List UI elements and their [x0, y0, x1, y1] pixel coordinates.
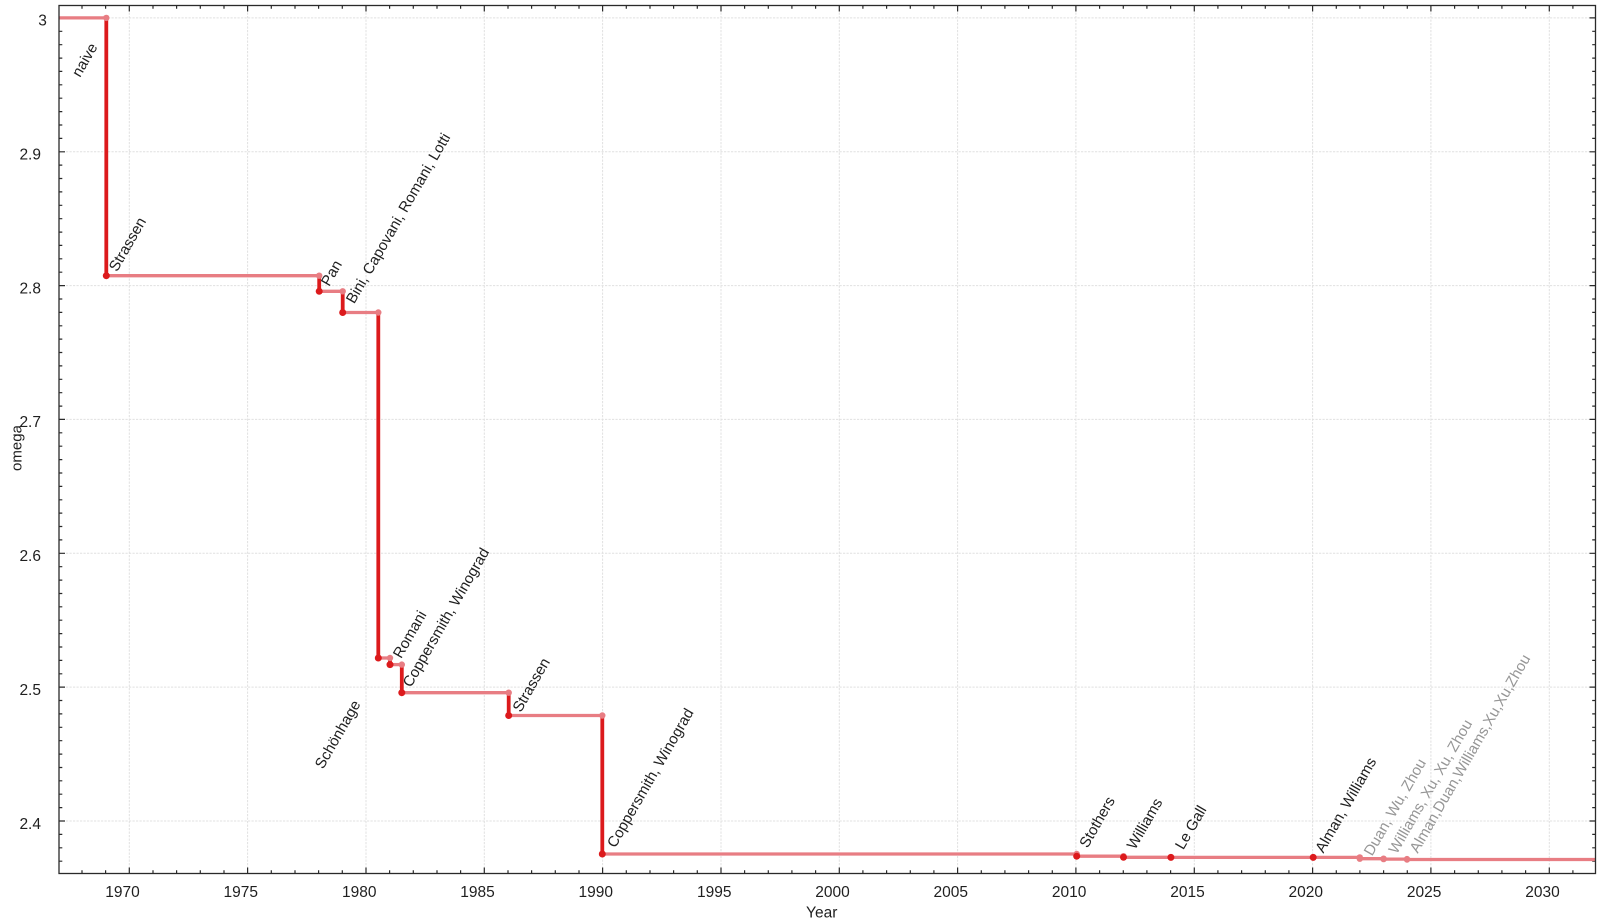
- svg-text:1990: 1990: [579, 884, 614, 901]
- svg-text:2030: 2030: [1525, 884, 1560, 901]
- svg-text:2015: 2015: [1170, 884, 1204, 901]
- svg-text:2025: 2025: [1407, 884, 1441, 901]
- svg-text:1975: 1975: [224, 884, 258, 901]
- svg-text:2010: 2010: [1052, 884, 1087, 901]
- svg-text:2020: 2020: [1289, 884, 1324, 901]
- svg-text:2000: 2000: [815, 884, 850, 901]
- svg-text:1970: 1970: [105, 884, 140, 901]
- svg-text:1980: 1980: [342, 884, 377, 901]
- svg-text:Le Gall: Le Gall: [1172, 803, 1210, 853]
- svg-text:Williams: Williams: [1124, 796, 1167, 853]
- svg-text:3: 3: [38, 13, 47, 30]
- svg-text:Strassen: Strassen: [106, 215, 150, 275]
- svg-text:2.6: 2.6: [19, 548, 41, 565]
- svg-text:2.9: 2.9: [19, 147, 41, 164]
- svg-text:Strassen: Strassen: [510, 655, 554, 715]
- svg-text:Year: Year: [806, 904, 837, 920]
- svg-text:1985: 1985: [460, 884, 494, 901]
- svg-text:Pan: Pan: [318, 257, 346, 289]
- svg-text:2.5: 2.5: [19, 682, 41, 699]
- svg-text:Schönhage: Schönhage: [312, 698, 365, 772]
- svg-text:2.4: 2.4: [19, 816, 41, 833]
- svg-text:2.7: 2.7: [19, 414, 41, 431]
- svg-text:Bini, Capovani, Romani, Lotti: Bini, Capovani, Romani, Lotti: [343, 130, 454, 306]
- svg-text:2005: 2005: [934, 884, 968, 901]
- svg-text:omega: omega: [9, 424, 26, 471]
- svg-text:Stothers: Stothers: [1076, 794, 1119, 851]
- svg-text:2.8: 2.8: [19, 280, 41, 297]
- svg-text:Coppersmith, Winograd: Coppersmith, Winograd: [604, 706, 698, 851]
- svg-text:naive: naive: [69, 40, 102, 80]
- svg-text:Alman,Duan,Williams,Xu,Xu,Zhou: Alman,Duan,Williams,Xu,Xu,Zhou: [1407, 652, 1535, 856]
- svg-text:1995: 1995: [697, 884, 731, 901]
